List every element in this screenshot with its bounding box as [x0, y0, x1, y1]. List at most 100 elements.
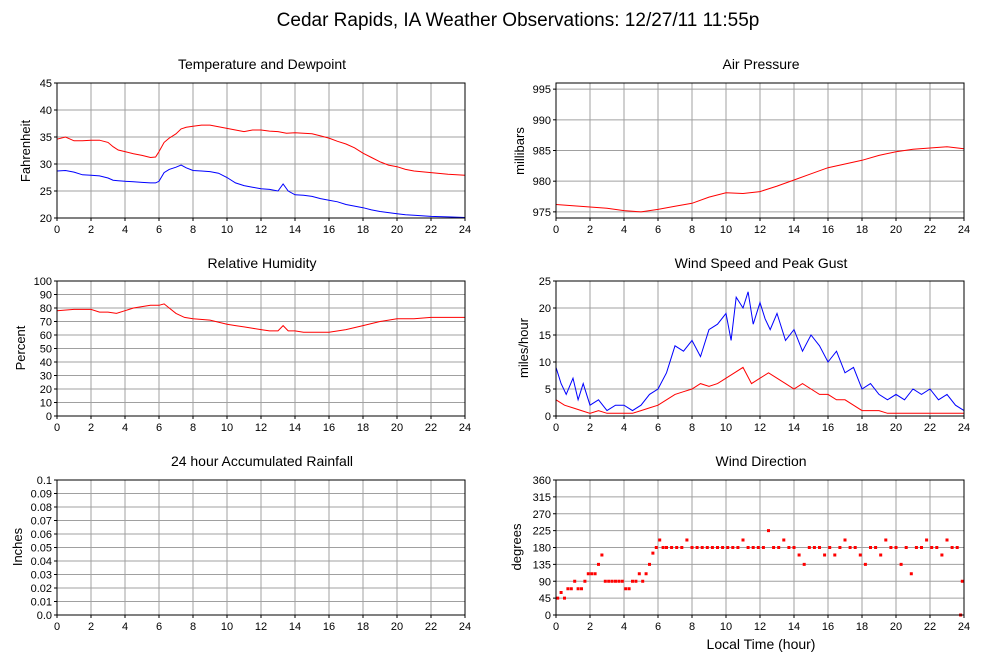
- x-tick-label: 24: [459, 224, 471, 236]
- wind-direction-point: [751, 546, 755, 549]
- plot-frame: [56, 280, 466, 417]
- wind-direction-point: [772, 546, 776, 549]
- y-tick-label: 25: [40, 186, 52, 198]
- x-tick-label: 22: [924, 224, 936, 236]
- x-tick-label: 0: [553, 422, 559, 434]
- y-tick-label: 0.08: [31, 502, 52, 514]
- x-tick-label: 6: [655, 422, 661, 434]
- x-tick-label: 22: [924, 422, 936, 434]
- x-tick-label: 16: [822, 224, 834, 236]
- wind-direction-point: [833, 553, 837, 557]
- relative-humidity-chart: Relative Humidity Percent 0 2 4 6 8 10 12 14 16 1…: [13, 255, 471, 434]
- x-tick-label: 12: [255, 224, 267, 236]
- x-tick-label: 10: [221, 422, 233, 434]
- x-tick-label: 14: [289, 621, 301, 633]
- wind-direction-point: [955, 546, 959, 549]
- wind-direction-point: [563, 596, 566, 600]
- wind-direction-point: [853, 546, 857, 549]
- plot-frame: [555, 82, 965, 219]
- wind-direction-point: [797, 553, 801, 557]
- wind-direction-point: [705, 546, 709, 549]
- series-line-0: [555, 291, 965, 412]
- y-tick-label: 100: [34, 276, 52, 288]
- x-tick-label: 22: [425, 422, 437, 434]
- x-tick-label: 2: [587, 621, 593, 633]
- y-tick-label: 30: [40, 371, 52, 383]
- x-tick-label: 20: [890, 224, 902, 236]
- wind-direction-point: [899, 562, 903, 566]
- wind-direction-point: [736, 546, 740, 549]
- wind-direction-point: [670, 546, 674, 549]
- y-tick-label: 0.03: [31, 570, 52, 582]
- x-tick-label: 24: [958, 422, 970, 434]
- wind-direction-point: [858, 553, 862, 557]
- y-tick-label: 0.02: [31, 583, 52, 595]
- wind-direction-point: [603, 579, 607, 583]
- rainfall-title: 24 hour Accumulated Rainfall: [171, 453, 353, 469]
- x-tick-label: 0: [54, 422, 60, 434]
- x-tick-label: 8: [190, 621, 196, 633]
- y-tick-label: 0: [545, 610, 551, 622]
- y-tick-label: 10: [40, 398, 52, 410]
- x-tick-label: 16: [822, 621, 834, 633]
- plot-frame: [56, 479, 466, 616]
- x-tick-label: 14: [289, 224, 301, 236]
- y-tick-label: 0: [46, 411, 52, 423]
- y-tick-label: 15: [539, 330, 551, 342]
- wind-direction-point: [614, 579, 617, 583]
- y-tick-label: 20: [539, 303, 551, 315]
- x-tick-label: 12: [255, 422, 267, 434]
- x-tick-label: 4: [621, 224, 627, 236]
- x-tick-label: 16: [323, 224, 335, 236]
- air-pressure-ylabel: millibars: [512, 127, 527, 175]
- x-tick-label: 24: [459, 621, 471, 633]
- wind-direction-point: [556, 596, 560, 600]
- y-tick-label: 0.1: [37, 475, 52, 487]
- y-tick-label: 20: [40, 213, 52, 225]
- wind-direction-point: [559, 591, 563, 594]
- temperature-dewpoint-ylabel: Fahrenheit: [18, 120, 33, 183]
- wind-direction-point: [661, 546, 665, 549]
- x-tick-label: 6: [655, 224, 661, 236]
- y-tick-label: 0: [545, 411, 551, 423]
- wind-direction-point: [889, 546, 893, 549]
- y-tick-label: 995: [533, 84, 551, 96]
- wind-direction-point: [617, 579, 621, 583]
- wind-direction-point: [627, 587, 631, 591]
- x-tick-label: 2: [88, 621, 94, 633]
- wind-direction-point: [802, 562, 806, 566]
- x-tick-label: 18: [856, 224, 868, 236]
- temperature-dewpoint-title: Temperature and Dewpoint: [178, 56, 346, 72]
- y-tick-label: 135: [533, 559, 551, 571]
- x-tick-label: 10: [720, 621, 732, 633]
- wind-direction-point: [894, 546, 898, 549]
- x-tick-label: 10: [221, 621, 233, 633]
- wind-direction-point: [700, 546, 704, 549]
- wind-direction-point: [879, 553, 883, 557]
- wind-direction-point: [787, 546, 791, 549]
- x-tick-label: 4: [621, 422, 627, 434]
- y-tick-label: 980: [533, 176, 551, 188]
- wind-direction-point: [960, 579, 964, 583]
- y-tick-label: 985: [533, 146, 551, 158]
- wind-direction-point: [823, 553, 827, 557]
- x-tick-label: 4: [621, 621, 627, 633]
- wind-direction-point: [600, 553, 604, 557]
- x-tick-label: 20: [890, 621, 902, 633]
- wind-direction-ylabel: degrees: [509, 523, 524, 570]
- x-tick-label: 22: [924, 621, 936, 633]
- y-tick-label: 45: [539, 593, 551, 605]
- wind-direction-point: [569, 587, 573, 591]
- y-tick-label: 180: [533, 543, 551, 555]
- y-tick-label: 0.06: [31, 529, 52, 541]
- series-line-0: [56, 303, 465, 333]
- y-tick-label: 360: [533, 475, 551, 487]
- wind-direction-point: [624, 587, 628, 591]
- wind-direction-point: [761, 546, 765, 549]
- wind-direction-point: [818, 546, 821, 549]
- x-tick-label: 6: [655, 621, 661, 633]
- y-tick-label: 50: [40, 344, 52, 356]
- y-tick-label: 90: [40, 290, 52, 302]
- x-tick-label: 24: [459, 422, 471, 434]
- x-tick-label: 0: [54, 621, 60, 633]
